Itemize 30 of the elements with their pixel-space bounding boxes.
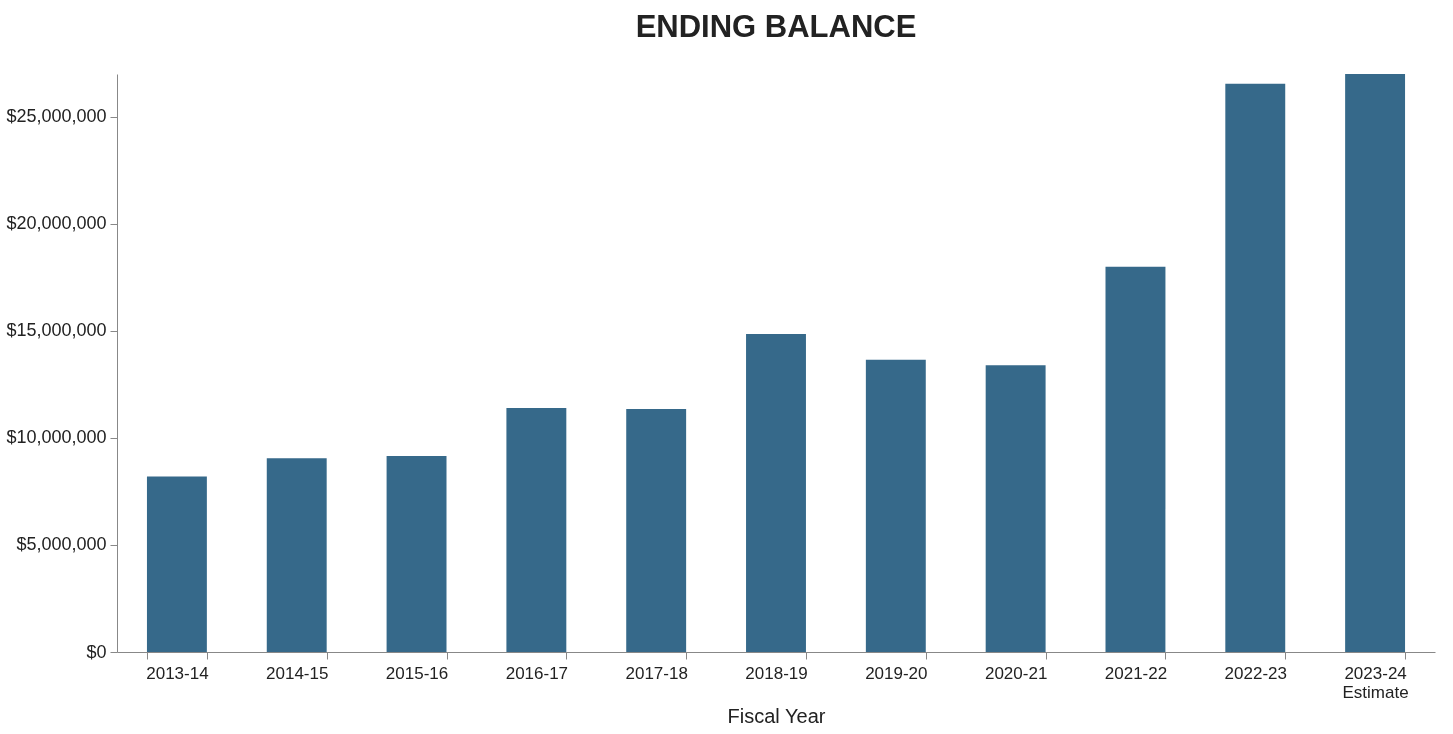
x-tick-label: 2020-21 xyxy=(984,663,1048,683)
x-tick-label: 2021-22 xyxy=(1104,663,1168,683)
y-tick-label: $20,000,000 xyxy=(6,213,107,234)
x-tick-label: 2019-20 xyxy=(865,663,928,683)
bar xyxy=(1345,74,1406,652)
y-tick-label: $0 xyxy=(86,641,107,662)
bar xyxy=(746,334,806,652)
chart-title: ENDING BALANCE xyxy=(635,9,917,44)
y-tick-label: $15,000,000 xyxy=(6,320,107,341)
bar xyxy=(865,359,926,652)
x-tick-label: 2016-17 xyxy=(505,663,569,683)
bar xyxy=(266,458,327,652)
bar xyxy=(146,476,207,652)
y-tick-label: $10,000,000 xyxy=(6,427,107,448)
x-tick-label: 2015-16 xyxy=(385,663,449,683)
x-axis-title: Fiscal Year xyxy=(727,704,826,727)
x-tick-label: 2013-14 xyxy=(146,663,209,683)
bar xyxy=(1225,83,1286,652)
y-tick-label: $5,000,000 xyxy=(16,534,107,555)
bar xyxy=(386,456,447,652)
x-tick-label: 2023-24 Estimate xyxy=(1342,663,1409,702)
x-tick-label: 2022-23 xyxy=(1224,663,1287,683)
x-tick-label: 2014-15 xyxy=(266,663,329,683)
bar xyxy=(506,407,567,652)
bar xyxy=(1105,266,1166,652)
bar xyxy=(985,365,1046,652)
bar xyxy=(626,409,687,652)
y-tick-label: $25,000,000 xyxy=(6,106,107,127)
x-tick-label: 2018-19 xyxy=(745,663,808,683)
x-tick-label: 2017-18 xyxy=(625,663,688,683)
